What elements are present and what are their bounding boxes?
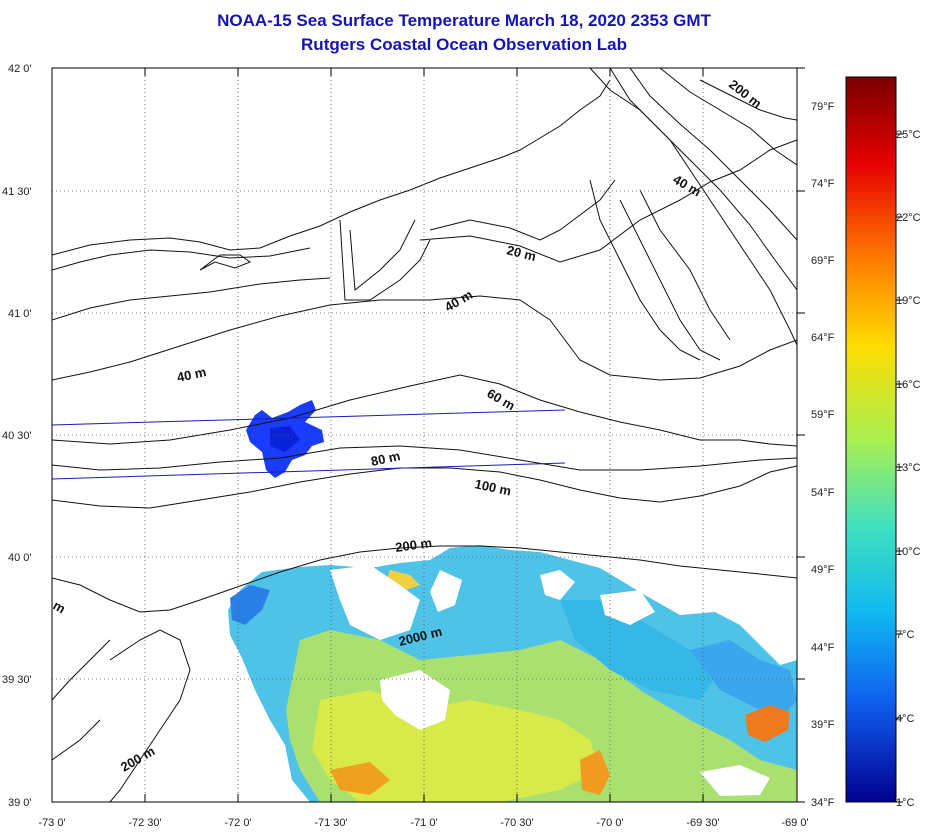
celsius-label: 19°C	[896, 295, 921, 307]
lon-label: -71 30'	[314, 817, 347, 829]
fahrenheit-label: 34°F	[811, 797, 835, 809]
fahrenheit-label: 44°F	[811, 642, 835, 654]
lon-label: -69 0'	[781, 817, 808, 829]
celsius-label: 7°C	[896, 629, 915, 641]
graticule	[52, 68, 797, 802]
lon-label: -70 30'	[500, 817, 533, 829]
fahrenheit-label: 54°F	[811, 487, 835, 499]
latitude-labels: 42 0' 41 30' 41 0' 40 30' 40 0' 39 30' 3…	[2, 63, 32, 809]
contour-label: 200 m	[394, 535, 433, 555]
lon-label: -71 0'	[410, 817, 437, 829]
fahrenheit-label: 39°F	[811, 719, 835, 731]
celsius-label: 25°C	[896, 129, 921, 141]
lat-label: 41 0'	[8, 308, 32, 320]
frame-ticks	[51, 67, 805, 803]
longitude-labels: -73 0' -72 30' -72 0' -71 30' -71 0' -70…	[38, 817, 808, 829]
celsius-labels: 25°C 22°C 19°C 16°C 13°C 10°C 7°C 4°C 1°…	[896, 129, 921, 809]
temperature-colorbar	[845, 76, 897, 803]
celsius-label: 16°C	[896, 379, 921, 391]
contour-label: 200 m	[118, 743, 157, 774]
contour-label: 40 m	[176, 364, 208, 385]
fahrenheit-label: 79°F	[811, 101, 835, 113]
celsius-label: 22°C	[896, 212, 921, 224]
map-subtitle: Rutgers Coastal Ocean Observation Lab	[301, 35, 627, 54]
celsius-label: 4°C	[896, 713, 915, 725]
fahrenheit-labels: 79°F 74°F 69°F 64°F 59°F 54°F 49°F 44°F …	[811, 101, 835, 809]
satellite-swath-lines	[51, 409, 566, 480]
lon-label: -72 0'	[224, 817, 251, 829]
lat-label: 40 30'	[2, 430, 32, 442]
map-title: NOAA-15 Sea Surface Temperature March 18…	[217, 11, 711, 30]
lon-label: -70 0'	[596, 817, 623, 829]
bathymetry-contours	[52, 68, 797, 802]
fahrenheit-label: 49°F	[811, 564, 835, 576]
contour-label: 20 m	[505, 242, 537, 264]
lat-label: 41 30'	[2, 186, 32, 198]
celsius-label: 1°C	[896, 797, 915, 809]
lon-label: -72 30'	[128, 817, 161, 829]
contour-label: 80 m	[370, 448, 402, 469]
fahrenheit-label: 64°F	[811, 332, 835, 344]
colorbar-ticks	[896, 133, 903, 803]
contour-label: m	[51, 598, 69, 617]
fahrenheit-label: 69°F	[811, 255, 835, 267]
lon-label: -73 0'	[38, 817, 65, 829]
fahrenheit-label: 74°F	[811, 178, 835, 190]
contour-label: 60 m	[485, 386, 518, 414]
celsius-label: 13°C	[896, 462, 921, 474]
lat-label: 42 0'	[8, 63, 32, 75]
fahrenheit-label: 59°F	[811, 409, 835, 421]
lat-label: 39 0'	[8, 797, 32, 809]
contour-label: 100 m	[473, 476, 512, 498]
lat-label: 39 30'	[2, 674, 32, 686]
lat-label: 40 0'	[8, 552, 32, 564]
lon-label: -69 30'	[686, 817, 719, 829]
sst-data-layer	[228, 400, 797, 802]
contour-label: 40 m	[442, 287, 475, 315]
celsius-label: 10°C	[896, 546, 921, 558]
contour-label: 200 m	[726, 77, 764, 112]
